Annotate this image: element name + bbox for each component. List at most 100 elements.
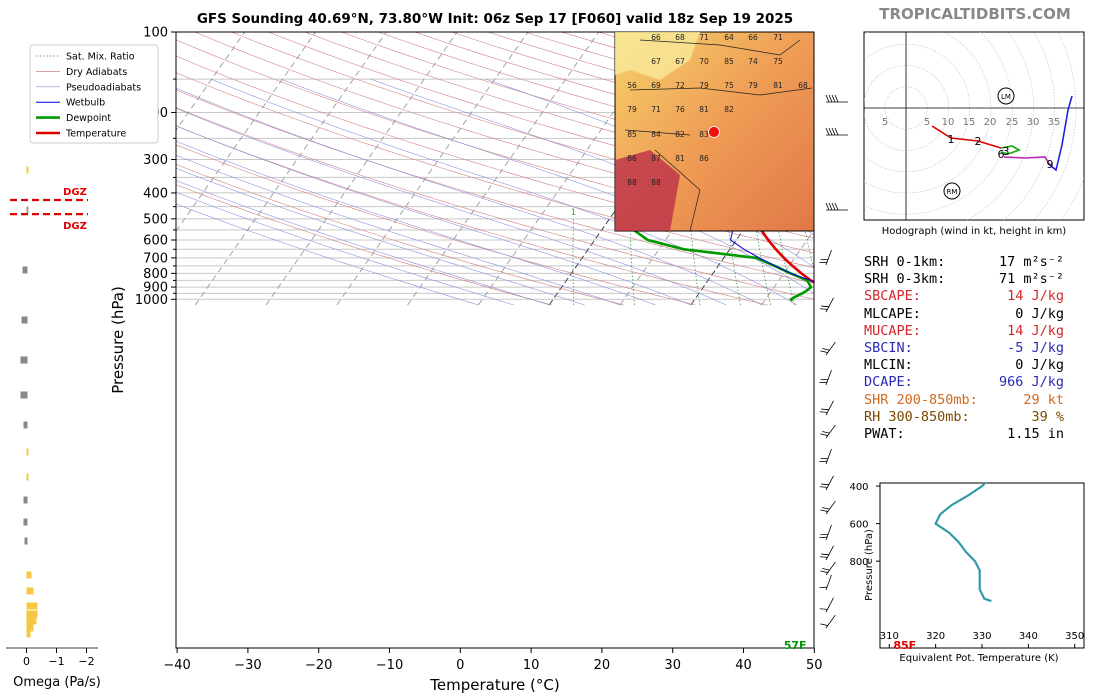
omega-bar (26, 571, 32, 579)
index-label: MLCAPE: (864, 305, 921, 322)
wind-barb (825, 202, 848, 211)
omega-panel: 0 −1 −2 Omega (Pa/s) DGZ DGZ (6, 166, 101, 690)
mixing-ratio-label: 1 (571, 208, 576, 218)
omega-bar (26, 617, 37, 625)
pseudoadiabat (176, 154, 621, 306)
map-temp-value: 88 (627, 178, 637, 187)
index-label: SRH 0-1km: (864, 254, 946, 270)
index-label: SBCIN: (864, 340, 913, 357)
legend-label: Pseudoadiabats (66, 82, 141, 93)
index-value: 14 J/kg (1007, 322, 1064, 339)
dry-adiabat (176, 72, 814, 269)
barb-flag (828, 202, 833, 211)
theta-x-axis-label: Equivalent Pot. Temperature (K) (899, 653, 1058, 664)
legend-label: Wetbulb (66, 98, 105, 109)
pseudoadiabat (176, 167, 585, 306)
dry-adiabat (176, 164, 624, 306)
index-label: DCAPE: (864, 374, 913, 391)
y-tick-label: 600 (143, 233, 168, 248)
pseudoadiabat (281, 78, 814, 294)
barb-flag (820, 433, 828, 436)
theta-e-line (934, 483, 992, 603)
barb-flag (831, 94, 836, 103)
barb-shaft (825, 524, 832, 541)
x-tick-label: 0 (456, 658, 464, 673)
barb-flag (819, 261, 828, 264)
map-temp-value: 70 (699, 57, 709, 66)
dry-adiabat (194, 32, 814, 225)
mixing-ratio-label: 16 (819, 208, 830, 218)
barb-flag (831, 127, 836, 136)
omega-bar (21, 316, 28, 324)
barb-flag (822, 568, 830, 571)
omega-bar (23, 496, 28, 504)
barb-flag (820, 457, 829, 460)
x-tick-label: −20 (305, 658, 332, 673)
wind-barb (819, 400, 834, 416)
index-label: PWAT: (864, 426, 905, 443)
pseudoadiabat (370, 78, 814, 268)
theta-x-tick-label: 350 (1065, 631, 1084, 642)
wind-barb (819, 448, 832, 465)
barb-shaft (825, 424, 836, 439)
barb-flag (820, 570, 828, 573)
index-row: SBCAPE: 14 J/kg (864, 288, 1064, 305)
hodo-height-label: 9 (1047, 158, 1054, 171)
omega-bar (23, 421, 28, 429)
hodo-title: Hodograph (wind in kt, height in km) (882, 226, 1067, 237)
hodo-ring-label: 15 (963, 117, 976, 128)
omega-bar (26, 602, 38, 610)
index-row: SRH 0-1km: 17 m²s⁻² (864, 254, 1064, 271)
map-temp-value: 86 (699, 154, 709, 163)
wind-barb (819, 597, 834, 613)
index-value: 29 kt (1023, 391, 1064, 408)
omega-bar (26, 206, 29, 214)
x-tick-label: 50 (806, 658, 823, 673)
index-value: -5 J/kg (1007, 340, 1064, 357)
theta-y-tick-label: 600 (849, 520, 868, 531)
barb-flag (819, 308, 828, 310)
wind-barb (819, 475, 834, 491)
wind-barb (819, 524, 832, 541)
barb-flag (821, 408, 829, 411)
hodo-trace-mid (1000, 145, 1021, 155)
surface-dewpoint-label: 57F (784, 639, 807, 652)
map-temp-value: 71 (699, 33, 709, 42)
index-label: MUCAPE: (864, 322, 921, 339)
indices-panel: SRH 0-1km: 17 m²s⁻² SRH 0-3km: 71 m²s⁻² SBCA… (864, 254, 1064, 443)
theta-x-tick-label: 330 (972, 631, 991, 642)
barb-shaft (825, 614, 836, 629)
map-temp-value: 76 (675, 105, 685, 114)
chart-title: GFS Sounding 40.69°N, 73.80°W Init: 06z … (197, 11, 793, 27)
theta-x-tick-label: 310 (880, 631, 899, 642)
map-temp-value: 79 (627, 105, 637, 114)
omega-bar (26, 166, 29, 174)
barb-flag (828, 94, 833, 103)
index-value: 71 m²s⁻² (998, 271, 1064, 288)
map-temp-value: 68 (675, 33, 685, 42)
map-cool-region (615, 32, 700, 80)
index-label: SRH 0-3km: (864, 271, 946, 288)
dgz-label: DGZ (63, 221, 87, 232)
legend-label: Dry Adiabats (66, 67, 127, 78)
barb-shaft (825, 249, 832, 266)
map-temp-value: 67 (675, 57, 685, 66)
mixing-ratio-line (629, 218, 635, 306)
barb-flag (820, 258, 829, 261)
theta-e-panel: 400 600 800 310 320 330 340 350 Equivalent Pot. … (849, 482, 1085, 664)
map-temp-value: 87 (651, 154, 661, 163)
index-row: PWAT: 1.15 in (864, 426, 1064, 443)
wind-barb (825, 94, 848, 103)
pseudoadiabat (210, 78, 798, 306)
map-temp-value: 79 (748, 81, 758, 90)
index-row: SHR 200-850mb: 29 kt (864, 392, 1064, 409)
map-temp-value: 69 (651, 81, 661, 90)
legend-label: Dewpoint (66, 113, 111, 124)
omega-bar (26, 624, 34, 632)
pseudoadiabat (176, 107, 727, 306)
legend-label: Sat. Mix. Ratio (66, 52, 135, 63)
isotherm-line (336, 32, 529, 306)
map-temp-value: 75 (724, 81, 734, 90)
y-tick-label: 700 (143, 251, 168, 266)
map-temp-value: 67 (651, 57, 661, 66)
